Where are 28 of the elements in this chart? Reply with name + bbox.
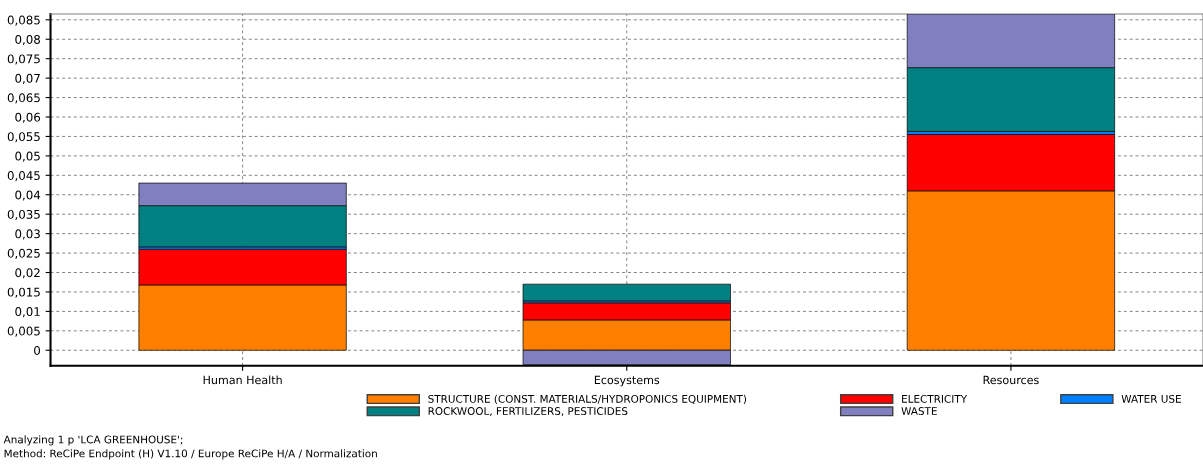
y-tick-label: 0,005 <box>7 326 40 337</box>
x-tick-label: Resources <box>983 375 1039 385</box>
y-tick-label: 0,08 <box>15 34 40 46</box>
y-tick-label: 0,03 <box>15 229 40 240</box>
legend-label: WASTE <box>901 407 937 415</box>
y-tick-label: 0,07 <box>15 73 40 84</box>
text: Analyzing 1 p 'LCA GREENHOUSE'; <box>3 435 183 446</box>
legend-label: WATER USE <box>1121 394 1181 403</box>
x-tick-label: Human Health <box>203 375 282 385</box>
y-tick-label: 0,01 <box>15 307 40 318</box>
text: Method: ReCiPe Endpoint (H) V1.10 / Europe ReCiPe H/A / Normalization <box>4 449 377 460</box>
x-tick-label: Ecosystems <box>594 375 660 387</box>
legend-label: STRUCTURE (CONST. MATERIALS/HYDROPONICS EQUIPMENT) <box>428 394 747 405</box>
y-tick-label: 0,06 <box>15 112 41 123</box>
y-tick-label: 0 <box>34 345 41 355</box>
legend-label: ROCKWOOL, FERTILIZERS, PESTICIDES <box>428 407 628 417</box>
y-tick-label: 0,035 <box>7 209 40 221</box>
y-tick-label: 0,065 <box>7 93 40 104</box>
y-tick-label: 0,075 <box>7 54 40 65</box>
y-tick-label: 0,045 <box>7 171 40 182</box>
y-tick-label: 0,02 <box>15 268 40 279</box>
y-tick-label: 0,025 <box>7 248 40 259</box>
y-tick-label: 0,05 <box>15 151 40 162</box>
y-tick-label: 0,04 <box>15 190 41 201</box>
y-tick-label: 0,015 <box>7 287 40 298</box>
legend-label: ELECTRICITY <box>902 394 968 403</box>
y-tick-label: 0,085 <box>7 15 40 26</box>
y-tick-label: 0,055 <box>7 132 40 143</box>
